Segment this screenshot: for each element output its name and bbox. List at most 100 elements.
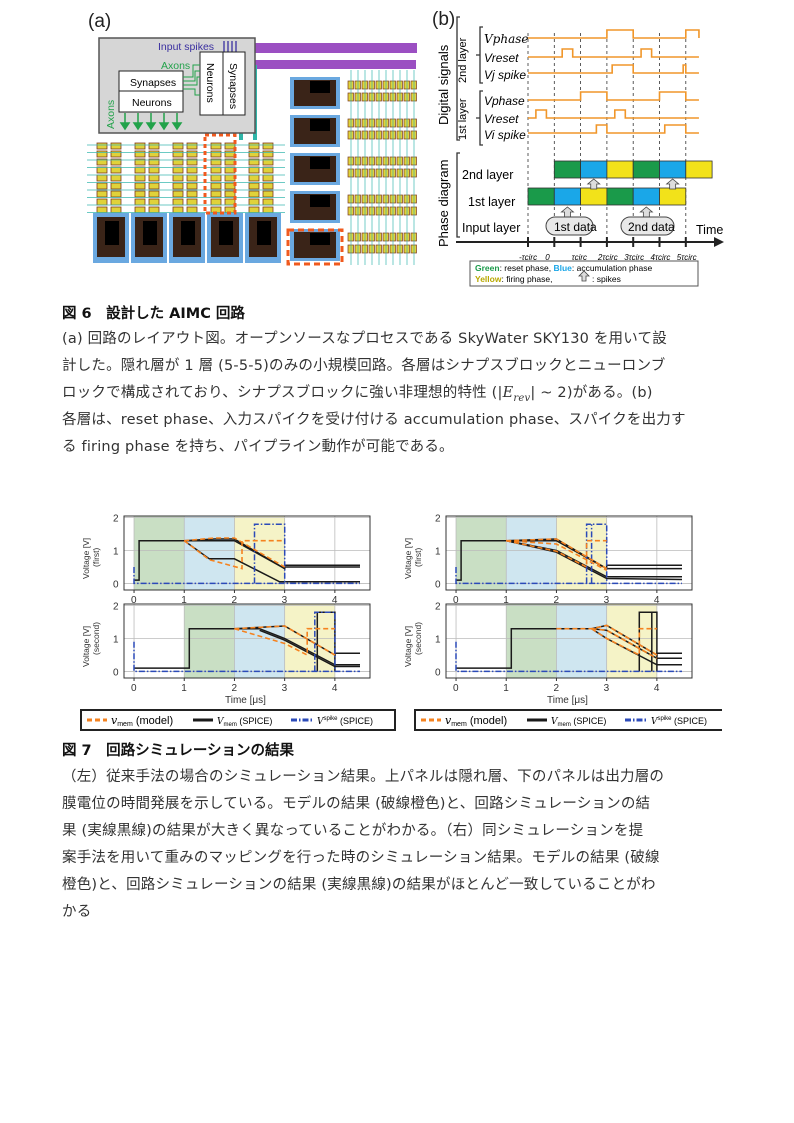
y-axis-sublabel: (first) [413, 547, 423, 567]
synapse-cell [210, 174, 222, 182]
y-tick-label: 0 [435, 667, 441, 678]
synapse-cell [96, 174, 108, 182]
legend-text-part: V [551, 717, 559, 727]
y-tick-label: 2 [113, 602, 119, 613]
phase-cell-1st-accumulation [553, 187, 582, 206]
synapse-cell [134, 174, 146, 182]
series-spike-line [133, 567, 360, 585]
synapse-cell [172, 198, 184, 206]
digital-signal-trace [528, 29, 700, 39]
phase-cell-1st-reset [527, 187, 555, 206]
series-spice-line [259, 629, 360, 668]
y-tick-label: 0 [113, 667, 119, 678]
series-model-line [506, 539, 607, 569]
y-tick-label: 2 [113, 514, 119, 525]
neurons-left-label: Neurons [132, 97, 172, 109]
synapse-cell [186, 190, 198, 198]
synapse-cell [210, 158, 222, 166]
phase-cell-2nd-reset [632, 160, 660, 179]
synapse-cell [148, 198, 160, 206]
x-axis-label: Time [μs] [225, 695, 266, 706]
neuron-cap [257, 221, 271, 245]
synapse-cell [262, 174, 274, 182]
neurons-right-label: Neurons [204, 63, 216, 103]
l1-vspike-label: Vi spike [484, 128, 526, 142]
legend-box [80, 709, 396, 731]
legend-box [414, 709, 722, 731]
synapse-cell [148, 142, 160, 150]
timing-signals: -τcirc 0 τcirc 2τcirc 3τcirc 4τcirc 5τcirc [519, 29, 713, 262]
series-model-line [234, 627, 335, 657]
time-axis-arrow-icon [714, 237, 724, 247]
synapse-cell [210, 190, 222, 198]
plot-frame [123, 515, 371, 591]
layer2-signals-label: 2nd layer [457, 37, 469, 83]
synapse-cell [134, 150, 146, 158]
legend-spike-label: Vspike (SPICE) [651, 716, 707, 727]
neuron-cap [181, 221, 195, 245]
y-tick-label: 2 [435, 602, 441, 613]
digital-signals-bracket [456, 16, 460, 141]
synapse-cell [248, 158, 260, 166]
x-tick-label: 2 [553, 683, 559, 694]
synapse-cell [186, 182, 198, 190]
figure7-caption-line: （左）従来手法の場合のシミュレーション結果。上パネルは隠れ層、下のパネルは出力層… [62, 769, 665, 785]
panel-a-label: (a) [88, 11, 111, 32]
y-axis-label: Voltage [V] [403, 538, 413, 579]
digital-signal-trace [528, 48, 699, 58]
series-spice-line [506, 539, 682, 570]
synapse-cell [224, 142, 236, 150]
input-spikes-arrows-icon [223, 41, 237, 52]
series-spice-line [651, 611, 658, 672]
legend-line2: Yellow: firing phase, [475, 274, 553, 284]
legend-line1: Green: reset phase, Blue: accumulation p… [475, 263, 652, 273]
legend-text-part: V [651, 717, 659, 727]
synapse-cell [172, 190, 184, 198]
x-tick-label: 0 [453, 595, 459, 606]
series-model-line [506, 539, 608, 572]
spike-arrow-icon [665, 178, 680, 190]
layer1-bracket [476, 90, 483, 146]
synapse-cell [96, 158, 108, 166]
synapse-cell [110, 174, 122, 182]
phase-shading [184, 604, 235, 678]
synapse-cell [96, 206, 108, 214]
series-spice-line [184, 539, 360, 570]
x-tick-label: 4 [654, 595, 660, 606]
l1-vreset-label: Vreset [484, 112, 519, 126]
synapse-cell [262, 198, 274, 206]
synapse-cell [186, 142, 198, 150]
x-tick-label: 1 [503, 595, 509, 606]
y-tick-label: 1 [113, 547, 119, 558]
figure6-caption-title: 図 6 設計した AIMC 回路 [62, 306, 245, 322]
synapse-cell [148, 190, 160, 198]
neuron-cap [310, 81, 330, 93]
synapse-cell [134, 198, 146, 206]
phase-shading [556, 604, 607, 678]
synapse-cell [262, 142, 274, 150]
time-tick-label: -τcirc [519, 253, 537, 262]
l1-vphase-label: Vphase [484, 94, 525, 108]
synapse-cell [148, 166, 160, 174]
synapse-cell [248, 198, 260, 206]
phase-shading [184, 516, 235, 590]
synapse-cell [172, 166, 184, 174]
phase-cell-1st-firing [580, 187, 608, 206]
synapse-cell [186, 166, 198, 174]
synapse-cell [172, 174, 184, 182]
synapse-cell [248, 142, 260, 150]
axons-top-label: Axons [161, 60, 190, 72]
phase-cell-1st-reset [606, 187, 634, 206]
legend-text-part: mem [224, 722, 237, 728]
synapse-cell [110, 150, 122, 158]
y-tick-label: 1 [435, 547, 441, 558]
plot-frame [123, 603, 371, 679]
synapse-cell [148, 158, 160, 166]
synapse-cell [262, 182, 274, 190]
synapses-right-box [222, 51, 246, 116]
phase-diagram-bracket [456, 152, 460, 238]
legend-text-part: mem [558, 722, 571, 728]
series-model-line [556, 624, 658, 656]
x-tick-label: 3 [604, 683, 610, 694]
